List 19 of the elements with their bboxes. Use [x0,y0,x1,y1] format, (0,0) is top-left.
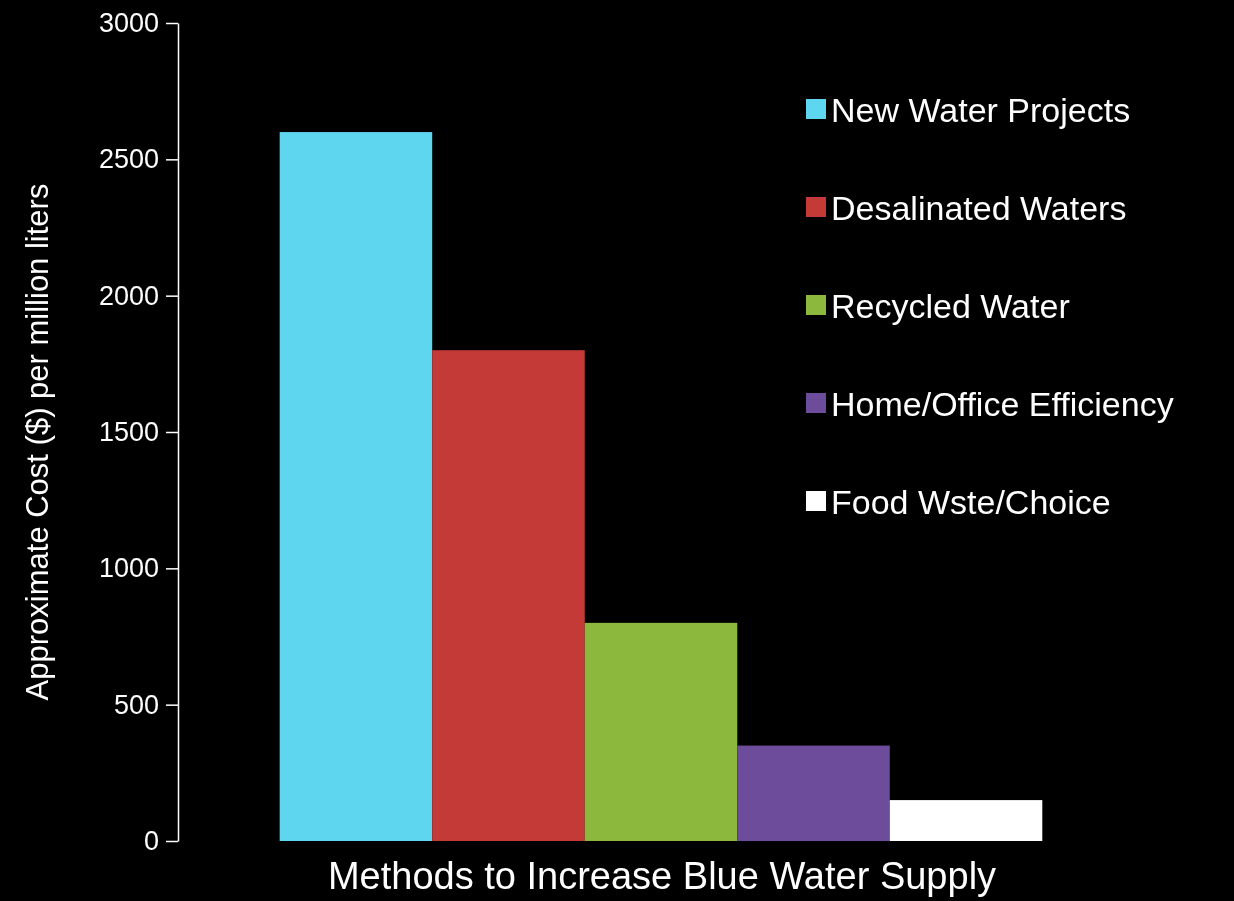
legend-label: Recycled Water [831,287,1070,325]
bar [584,622,738,841]
legend-label: New Water Projects [831,91,1131,129]
y-axis-title: Approximate Cost ($) per million liters [20,183,55,701]
y-tick-label: 2000 [98,280,159,311]
bar [889,800,1043,841]
bar [279,132,433,841]
y-tick-label: 2500 [98,144,159,175]
y-tick-label: 1500 [98,417,159,448]
y-tick-label: 500 [113,689,159,720]
legend-label: Desalinated Waters [831,189,1127,227]
y-tick-label: 3000 [98,8,159,39]
y-tick-label: 0 [143,826,159,857]
legend-label: Food Wste/Choice [831,483,1111,521]
legend-label: Home/Office Efficiency [831,385,1174,423]
bar [737,745,890,841]
bar [432,350,585,841]
y-tick-label: 1000 [98,553,159,584]
x-axis-title: Methods to Increase Blue Water Supply [327,855,997,897]
